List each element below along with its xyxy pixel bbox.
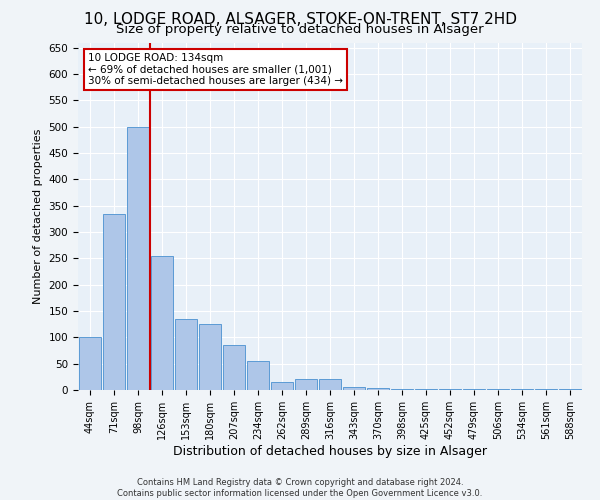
Text: Contains HM Land Registry data © Crown copyright and database right 2024.
Contai: Contains HM Land Registry data © Crown c… — [118, 478, 482, 498]
Bar — [271, 382, 293, 390]
Bar — [199, 324, 221, 390]
Bar — [343, 388, 365, 390]
Bar — [439, 389, 461, 390]
Bar — [367, 388, 389, 390]
Text: Size of property relative to detached houses in Alsager: Size of property relative to detached ho… — [116, 22, 484, 36]
Bar — [103, 214, 125, 390]
Bar — [151, 256, 173, 390]
Bar — [223, 345, 245, 390]
Bar — [415, 389, 437, 390]
Bar — [391, 389, 413, 390]
Text: 10, LODGE ROAD, ALSAGER, STOKE-ON-TRENT, ST7 2HD: 10, LODGE ROAD, ALSAGER, STOKE-ON-TRENT,… — [83, 12, 517, 28]
Bar — [79, 338, 101, 390]
Bar — [319, 380, 341, 390]
Bar — [247, 361, 269, 390]
Bar — [127, 126, 149, 390]
Bar — [175, 319, 197, 390]
Bar — [295, 380, 317, 390]
Y-axis label: Number of detached properties: Number of detached properties — [33, 128, 43, 304]
X-axis label: Distribution of detached houses by size in Alsager: Distribution of detached houses by size … — [173, 444, 487, 458]
Text: 10 LODGE ROAD: 134sqm
← 69% of detached houses are smaller (1,001)
30% of semi-d: 10 LODGE ROAD: 134sqm ← 69% of detached … — [88, 53, 343, 86]
Bar — [463, 389, 485, 390]
